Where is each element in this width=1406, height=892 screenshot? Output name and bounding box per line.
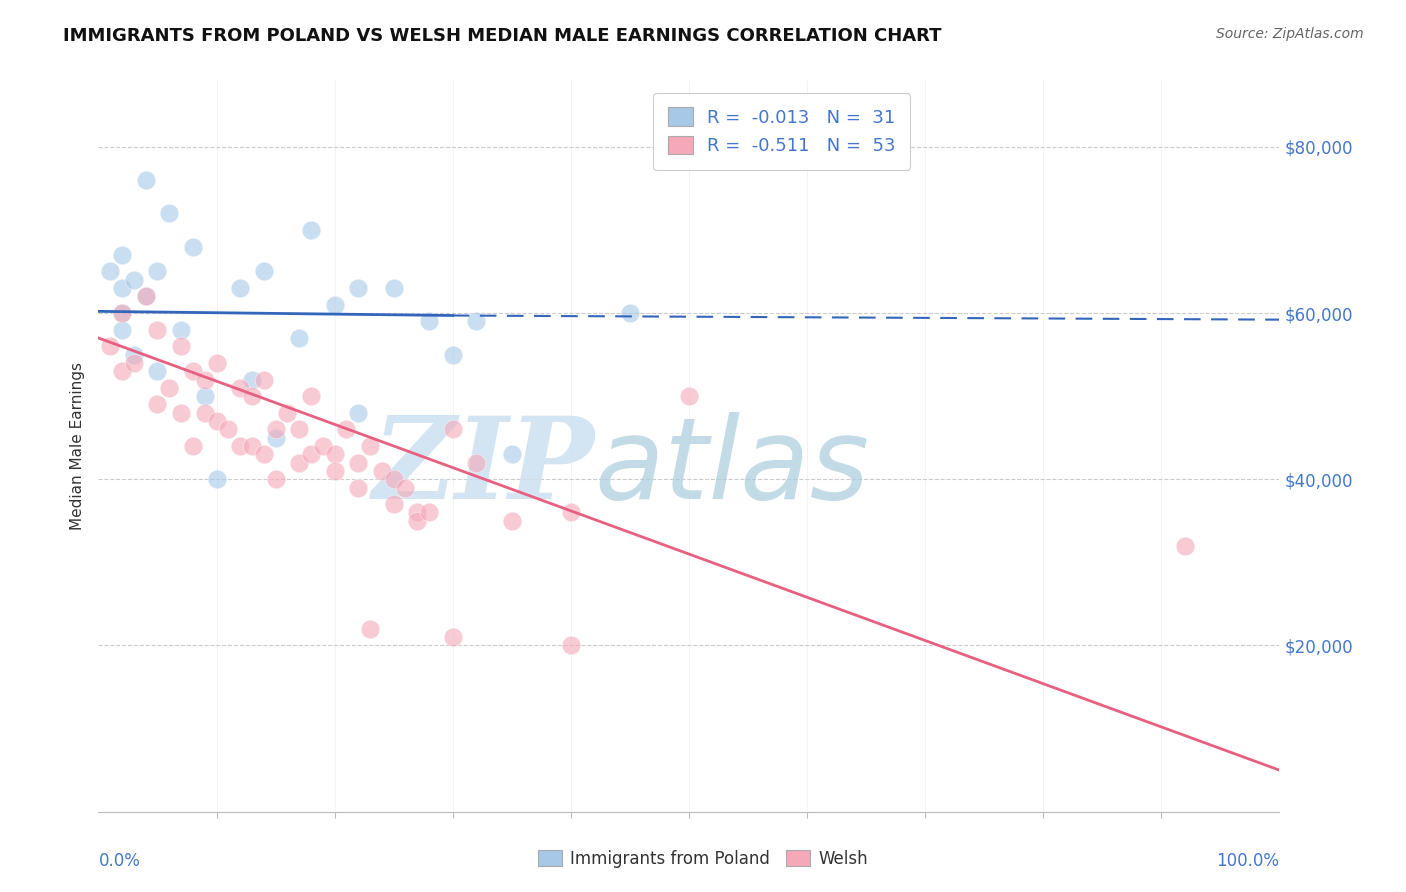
Point bbox=[122, 356, 145, 370]
Point bbox=[217, 422, 239, 436]
Point bbox=[678, 389, 700, 403]
Point bbox=[194, 406, 217, 420]
Point bbox=[441, 347, 464, 362]
Point bbox=[111, 364, 134, 378]
Point bbox=[240, 439, 263, 453]
Point bbox=[299, 447, 322, 461]
Point bbox=[146, 364, 169, 378]
Point bbox=[264, 431, 287, 445]
Point bbox=[170, 406, 193, 420]
Point bbox=[253, 447, 276, 461]
Point bbox=[253, 264, 276, 278]
Point bbox=[465, 314, 488, 328]
Point bbox=[111, 323, 134, 337]
Point bbox=[299, 389, 322, 403]
Point bbox=[98, 264, 121, 278]
Point bbox=[1174, 539, 1197, 553]
Point bbox=[135, 173, 157, 187]
Point bbox=[347, 406, 370, 420]
Point bbox=[418, 314, 440, 328]
Point bbox=[288, 331, 311, 345]
Point bbox=[406, 506, 429, 520]
Legend: Immigrants from Poland, Welsh: Immigrants from Poland, Welsh bbox=[531, 844, 875, 875]
Point bbox=[146, 323, 169, 337]
Point bbox=[111, 306, 134, 320]
Point bbox=[382, 281, 405, 295]
Point bbox=[347, 481, 370, 495]
Point bbox=[135, 289, 157, 303]
Point bbox=[111, 306, 134, 320]
Point bbox=[382, 497, 405, 511]
Text: Source: ZipAtlas.com: Source: ZipAtlas.com bbox=[1216, 27, 1364, 41]
Point bbox=[560, 506, 582, 520]
Point bbox=[406, 514, 429, 528]
Point bbox=[229, 381, 252, 395]
Point bbox=[205, 356, 228, 370]
Point bbox=[299, 223, 322, 237]
Point bbox=[394, 481, 416, 495]
Point bbox=[359, 439, 381, 453]
Point bbox=[288, 456, 311, 470]
Point bbox=[465, 456, 488, 470]
Legend: R =  -0.013   N =  31, R =  -0.511   N =  53: R = -0.013 N = 31, R = -0.511 N = 53 bbox=[654, 93, 910, 169]
Point bbox=[181, 364, 204, 378]
Point bbox=[181, 239, 204, 253]
Point bbox=[264, 472, 287, 486]
Point bbox=[229, 439, 252, 453]
Point bbox=[181, 439, 204, 453]
Point bbox=[170, 339, 193, 353]
Point bbox=[146, 264, 169, 278]
Text: atlas: atlas bbox=[595, 412, 869, 524]
Point bbox=[205, 472, 228, 486]
Point bbox=[323, 447, 346, 461]
Point bbox=[157, 381, 180, 395]
Point bbox=[335, 422, 357, 436]
Text: ZIP: ZIP bbox=[373, 412, 595, 524]
Y-axis label: Median Male Earnings: Median Male Earnings bbox=[69, 362, 84, 530]
Point bbox=[276, 406, 298, 420]
Point bbox=[98, 339, 121, 353]
Point bbox=[323, 298, 346, 312]
Point bbox=[157, 206, 180, 220]
Point bbox=[229, 281, 252, 295]
Point bbox=[418, 506, 440, 520]
Point bbox=[441, 630, 464, 644]
Text: 0.0%: 0.0% bbox=[98, 852, 141, 870]
Point bbox=[253, 372, 276, 386]
Point bbox=[347, 281, 370, 295]
Point bbox=[135, 289, 157, 303]
Point bbox=[288, 422, 311, 436]
Point bbox=[371, 464, 394, 478]
Point bbox=[312, 439, 335, 453]
Point bbox=[240, 372, 263, 386]
Point bbox=[264, 422, 287, 436]
Point bbox=[170, 323, 193, 337]
Point bbox=[146, 397, 169, 411]
Point bbox=[122, 273, 145, 287]
Point bbox=[111, 248, 134, 262]
Point bbox=[205, 414, 228, 428]
Point bbox=[194, 389, 217, 403]
Point bbox=[122, 347, 145, 362]
Point bbox=[240, 389, 263, 403]
Point bbox=[501, 514, 523, 528]
Point bbox=[501, 447, 523, 461]
Point bbox=[560, 639, 582, 653]
Text: IMMIGRANTS FROM POLAND VS WELSH MEDIAN MALE EARNINGS CORRELATION CHART: IMMIGRANTS FROM POLAND VS WELSH MEDIAN M… bbox=[63, 27, 942, 45]
Point bbox=[194, 372, 217, 386]
Point bbox=[323, 464, 346, 478]
Point bbox=[382, 472, 405, 486]
Point bbox=[441, 422, 464, 436]
Point bbox=[619, 306, 641, 320]
Point bbox=[111, 281, 134, 295]
Text: 100.0%: 100.0% bbox=[1216, 852, 1279, 870]
Point bbox=[347, 456, 370, 470]
Point bbox=[359, 622, 381, 636]
